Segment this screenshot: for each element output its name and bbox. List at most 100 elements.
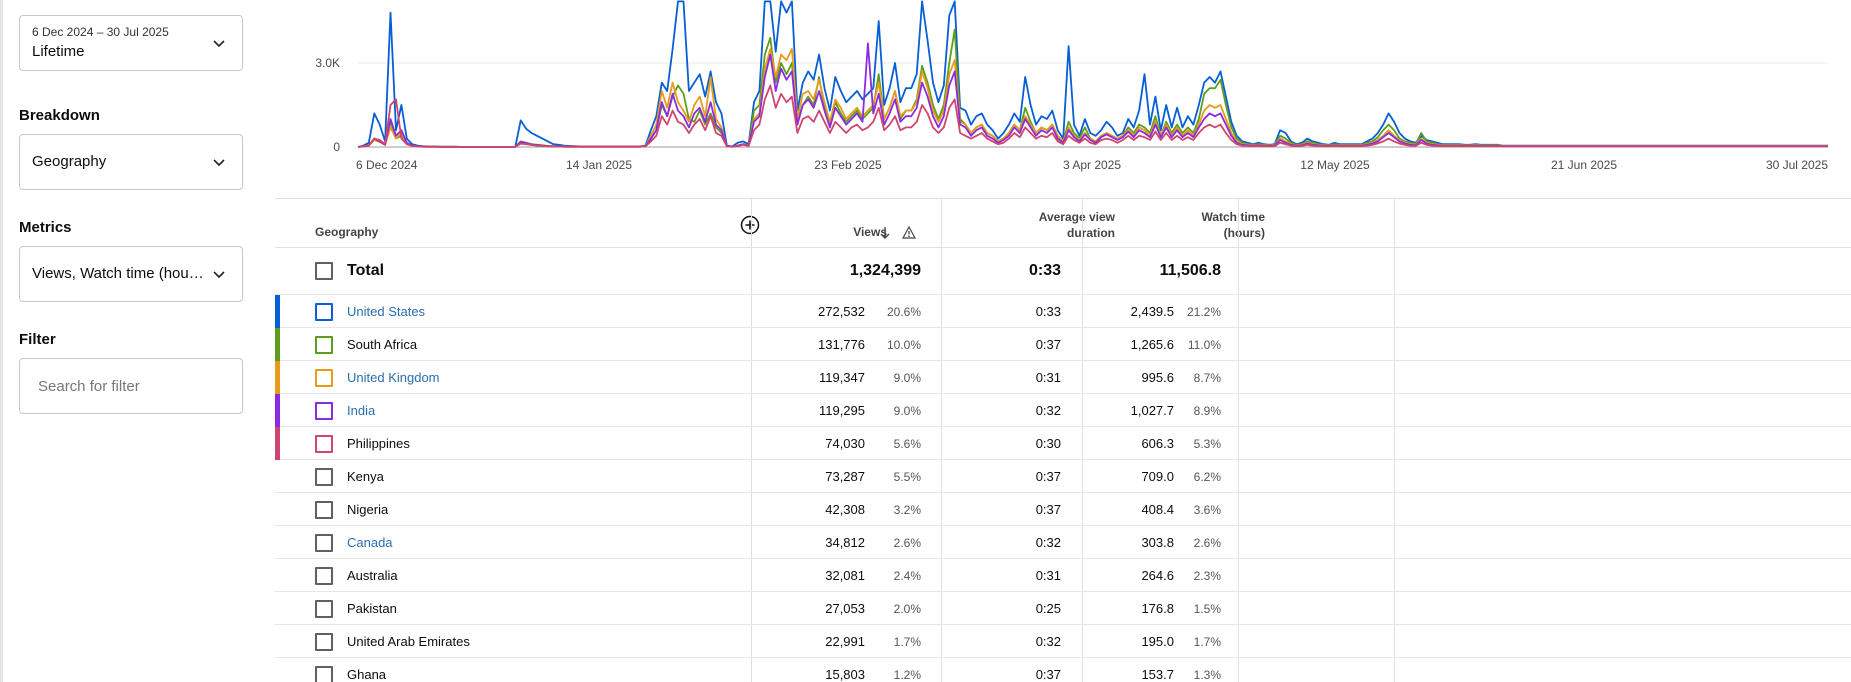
watch-time-header-line2[interactable]: (hours) [1223,226,1265,240]
country-name[interactable]: India [347,403,376,418]
total-avg-duration: 0:33 [1028,262,1061,279]
watch-time-percent: 6.2% [1193,470,1221,484]
watch-time-header-line1[interactable]: Watch time [1201,210,1265,224]
views-percent: 20.6% [886,305,921,319]
views-percent: 1.2% [893,668,921,682]
sort-down-icon[interactable] [879,226,891,240]
total-watch-time: 11,506.8 [1159,262,1221,279]
breakdown-select[interactable]: Geography [19,134,243,190]
row-checkbox[interactable] [315,600,333,618]
watch-time-value: 2,439.5 [1130,304,1174,319]
table-row[interactable]: India 119,295 9.0% 0:32 1,027.7 8.9% [275,394,1851,427]
table-row[interactable]: Philippines 74,030 5.6% 0:30 606.3 5.3% [275,427,1851,460]
views-value: 73,287 [825,469,865,484]
watch-time-value: 709.0 [1141,469,1174,484]
table-row[interactable]: United Kingdom 119,347 9.0% 0:31 995.6 8.7% [275,361,1851,394]
country-name[interactable]: Canada [347,535,393,550]
views-percent: 3.2% [893,503,921,517]
table-row[interactable]: Canada 34,812 2.6% 0:32 303.8 2.6% [275,526,1851,559]
series-color-stripe [275,460,280,493]
avg-duration-value: 0:30 [1035,436,1061,451]
row-checkbox[interactable] [315,336,333,354]
filter-input[interactable] [19,358,243,414]
country-name[interactable]: United Kingdom [347,370,440,385]
views-percent: 5.5% [893,470,921,484]
series-line [357,42,1828,148]
date-range-text: 6 Dec 2024 – 30 Jul 2025 [32,25,169,39]
y-tick-label: 3.0K [315,56,340,70]
row-checkbox[interactable] [315,369,333,387]
views-value: 119,347 [818,370,865,385]
table-row[interactable]: Australia 32,081 2.4% 0:31 264.6 2.3% [275,559,1851,592]
column-divider [1082,198,1083,682]
table-row[interactable]: Nigeria 42,308 3.2% 0:37 408.4 3.6% [275,493,1851,526]
views-percent: 5.6% [893,437,921,451]
x-tick-label: 14 Jan 2025 [566,158,632,172]
country-name: Nigeria [347,502,389,517]
metrics-select[interactable]: Views, Watch time (hours) [19,246,243,302]
series-color-stripe [275,592,280,625]
series-color-stripe [275,493,280,526]
x-tick-label: 6 Dec 2024 [356,158,418,172]
add-column-icon[interactable] [740,215,760,235]
chevron-down-icon [213,271,225,279]
views-value: 42,308 [825,502,865,517]
filter-label: Filter [19,331,56,348]
avg-duration-value: 0:37 [1035,667,1061,682]
table-row[interactable]: United Arab Emirates 22,991 1.7% 0:32 195.0 1… [275,625,1851,658]
row-checkbox[interactable] [315,633,333,651]
series-color-stripe [275,526,280,559]
watch-time-percent: 2.3% [1193,569,1221,583]
table-row[interactable]: Kenya 73,287 5.5% 0:37 709.0 6.2% [275,460,1851,493]
warning-icon[interactable] [902,226,916,239]
watch-time-value: 303.8 [1141,535,1174,550]
views-value: 15,803 [825,667,865,682]
avg-duration-value: 0:32 [1035,634,1061,649]
date-range-select[interactable]: 6 Dec 2024 – 30 Jul 2025 Lifetime [19,15,243,71]
series-color-stripe [275,328,280,361]
table-header: Geography Views Average view duration Wa… [275,198,1851,248]
watch-time-percent: 5.3% [1193,437,1221,451]
column-divider [941,198,942,682]
table-row[interactable]: Ghana 15,803 1.2% 0:37 153.7 1.3% [275,658,1851,682]
series-line [357,0,1828,148]
geography-header[interactable]: Geography [315,225,379,239]
row-checkbox[interactable] [315,468,333,486]
country-name: Australia [347,568,398,583]
row-checkbox[interactable] [315,435,333,453]
metrics-label: Metrics [19,219,72,236]
line-chart: 3.0K 0 6 Dec 2024 14 Jan 2025 23 Feb 202… [275,0,1851,185]
x-tick-label: 3 Apr 2025 [1063,158,1121,172]
views-value: 74,030 [825,436,865,451]
column-divider [1238,198,1239,682]
watch-time-value: 153.7 [1141,667,1174,682]
row-checkbox[interactable] [315,303,333,321]
watch-time-value: 1,027.7 [1130,403,1174,418]
watch-time-value: 606.3 [1141,436,1174,451]
avg-duration-value: 0:33 [1035,304,1061,319]
avg-duration-header-line2[interactable]: duration [1067,226,1115,240]
watch-time-value: 176.8 [1141,601,1174,616]
watch-time-percent: 1.7% [1193,635,1221,649]
row-checkbox[interactable] [315,501,333,519]
row-checkbox[interactable] [315,402,333,420]
series-color-stripe [275,394,280,427]
total-label: Total [347,262,385,279]
row-checkbox[interactable] [315,666,333,682]
total-checkbox[interactable] [315,262,333,280]
row-checkbox[interactable] [315,534,333,552]
watch-time-percent: 8.7% [1193,371,1221,385]
table-row[interactable]: Pakistan 27,053 2.0% 0:25 176.8 1.5% [275,592,1851,625]
views-value: 131,776 [818,337,865,352]
table-row[interactable]: South Africa 131,776 10.0% 0:37 1,265.6 11.0% [275,328,1851,361]
views-percent: 9.0% [893,371,921,385]
country-name[interactable]: United States [347,304,426,319]
series-color-stripe [275,361,280,394]
views-header[interactable]: Views [853,225,887,239]
row-checkbox[interactable] [315,567,333,585]
avg-duration-header-line1[interactable]: Average view [1038,210,1115,224]
table-row[interactable]: United States 272,532 20.6% 0:33 2,439.5 21.2… [275,295,1851,328]
breakdown-label: Breakdown [19,107,100,124]
views-percent: 2.4% [893,569,921,583]
watch-time-percent: 2.6% [1193,536,1221,550]
